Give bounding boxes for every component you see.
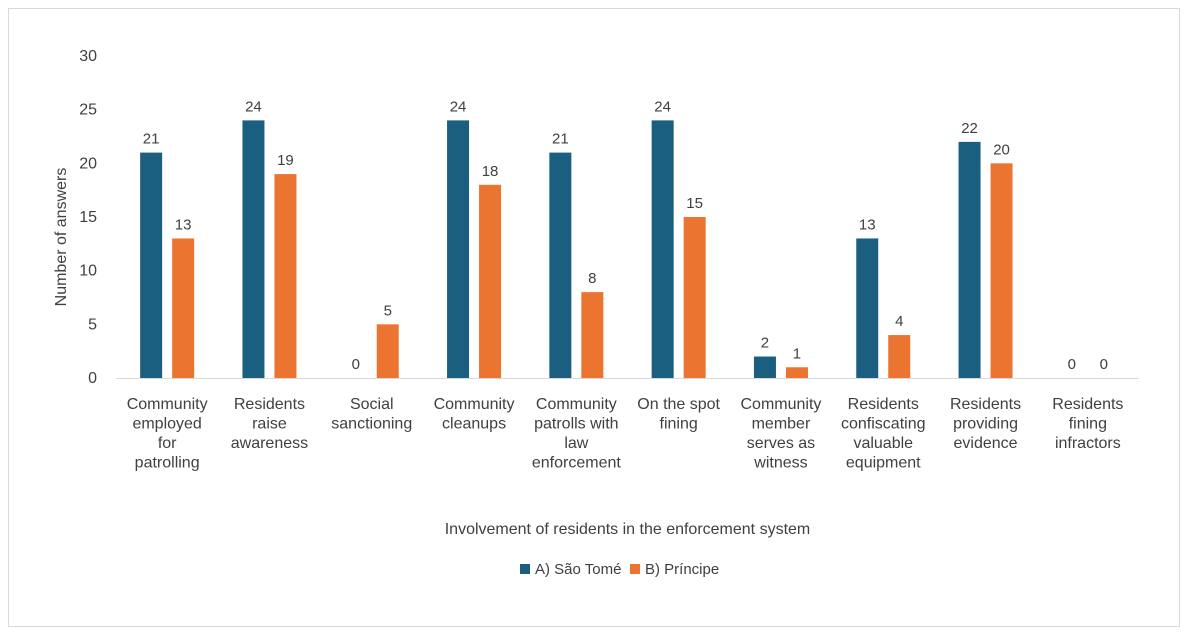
y-axis-ticks: 0 5 10 15 20 25 30 — [79, 48, 97, 387]
x-tick-label: Residents providing evidence — [950, 396, 1021, 452]
x-tick-label: Residents fining infractors — [1052, 396, 1123, 452]
bar — [581, 292, 604, 378]
data-label: 21 — [552, 131, 569, 148]
data-label: 18 — [482, 163, 499, 180]
y-tick-label: 5 — [88, 316, 97, 333]
bar — [990, 163, 1013, 378]
data-label: 19 — [277, 152, 294, 169]
legend: A) São Tomé B) Príncipe — [520, 561, 719, 578]
x-tick-label: Community employed for patrolling — [127, 396, 208, 472]
x-tick-label: Social sanctioning — [331, 396, 412, 433]
x-tick-label: Community cleanups — [434, 396, 515, 433]
bar — [785, 367, 808, 378]
chart-frame: 0 5 10 15 20 25 30 21 13 24 19 0 5 24 18 21 8 24 15 2 1 13 4 2… — [8, 8, 1180, 627]
data-label: 0 — [352, 356, 360, 373]
data-label: 1 — [793, 345, 801, 362]
legend-label: B) Príncipe — [645, 561, 719, 578]
bar — [376, 324, 399, 378]
bar — [447, 120, 470, 379]
data-label: 2 — [761, 335, 769, 352]
legend-label: A) São Tomé — [535, 561, 621, 578]
data-label: 15 — [686, 195, 703, 212]
bar — [888, 335, 911, 378]
x-tick-label: On the spot fining — [637, 396, 720, 433]
x-axis-category-labels: Community employed for patrolling Residents r… — [127, 396, 1124, 472]
y-tick-label: 20 — [79, 155, 97, 172]
bar — [683, 217, 706, 378]
data-label: 24 — [450, 98, 467, 115]
y-tick-label: 10 — [79, 263, 97, 280]
y-axis-title: Number of answers — [53, 168, 70, 307]
bar — [172, 238, 195, 378]
y-tick-label: 25 — [79, 102, 97, 119]
data-label: 8 — [588, 270, 596, 287]
x-tick-label: Residents raise awareness — [231, 396, 308, 452]
y-tick-label: 15 — [79, 209, 97, 226]
data-label: 5 — [384, 302, 392, 319]
bar — [651, 120, 674, 379]
data-label: 24 — [245, 98, 262, 115]
data-label: 13 — [859, 216, 876, 233]
legend-swatch — [520, 564, 530, 574]
bar — [140, 152, 163, 378]
legend-swatch — [630, 564, 640, 574]
bar — [753, 356, 776, 378]
bar — [958, 141, 981, 378]
bar — [479, 184, 502, 378]
y-tick-label: 0 — [88, 370, 97, 387]
data-label: 13 — [175, 216, 192, 233]
x-tick-label: Community member serves as witness — [740, 396, 821, 472]
x-tick-label: Community patrolls with law enforcement — [532, 396, 621, 472]
data-label: 21 — [143, 131, 160, 148]
bar — [274, 174, 297, 378]
data-label: 4 — [895, 313, 903, 330]
x-axis-title: Involvement of residents in the enforcem… — [445, 521, 811, 538]
bar — [549, 152, 572, 378]
data-label: 22 — [961, 120, 978, 137]
data-label: 0 — [1068, 356, 1076, 373]
data-label: 0 — [1100, 356, 1108, 373]
data-label: 20 — [993, 141, 1010, 158]
y-tick-label: 30 — [79, 48, 97, 65]
bar — [856, 238, 879, 378]
data-label: 24 — [654, 98, 671, 115]
x-tick-label: Residents confiscating valuable equipment — [841, 396, 926, 472]
bar — [242, 120, 265, 379]
